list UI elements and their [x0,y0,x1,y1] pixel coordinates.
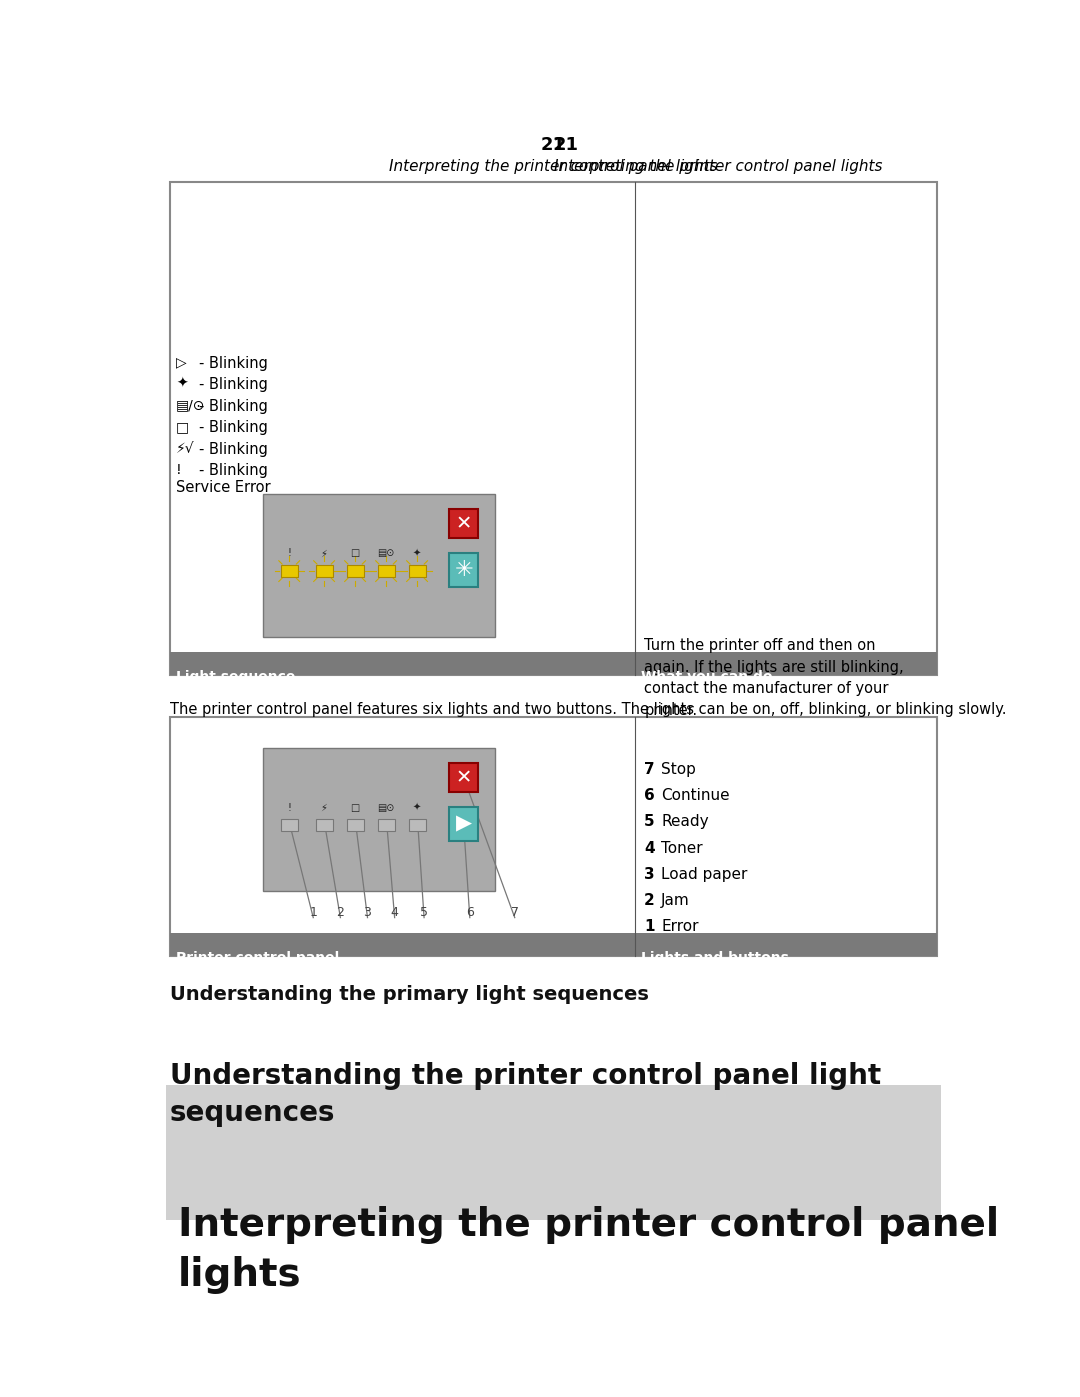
Text: 1: 1 [309,907,318,919]
Text: - Blinking: - Blinking [200,377,268,393]
Text: 7: 7 [511,907,518,919]
Text: Understanding the primary light sequences: Understanding the primary light sequence… [170,985,649,1004]
Text: !: ! [287,802,292,813]
Text: 1: 1 [644,919,654,935]
Text: Lights and buttons: Lights and buttons [642,951,789,965]
Text: Service Error: Service Error [176,481,271,496]
Text: Load paper: Load paper [661,866,747,882]
Text: 5: 5 [644,814,654,830]
Text: Printer control panel: Printer control panel [176,951,339,965]
Text: ▤/⊙: ▤/⊙ [176,398,205,412]
Text: 5: 5 [420,907,428,919]
Text: Interpreting the printer control panel
lights: Interpreting the printer control panel l… [177,1207,999,1295]
Text: - Blinking: - Blinking [200,441,268,457]
Text: Light sequence: Light sequence [176,669,296,683]
Text: Turn the printer off and then on
again. If the lights are still blinking,
contac: Turn the printer off and then on again. … [644,638,904,718]
Bar [449,553,478,587]
Text: ✳: ✳ [455,560,473,580]
Bar [408,564,426,577]
Bar [378,819,394,831]
Text: !: ! [176,464,181,478]
Text: ✕: ✕ [456,768,472,787]
Text: - Blinking: - Blinking [200,398,268,414]
Text: 21: 21 [541,136,566,154]
Bar [635,652,937,675]
Bar [281,819,298,831]
Text: 7: 7 [644,763,654,777]
Text: 3: 3 [364,907,372,919]
Bar [315,564,333,577]
Bar [170,652,635,675]
Text: ▤⊙: ▤⊙ [377,549,395,559]
Text: - Blinking: - Blinking [200,464,268,478]
Text: 3: 3 [644,866,654,882]
Text: 6: 6 [465,907,474,919]
Bar [347,819,364,831]
Bar [262,749,496,891]
Text: ✦: ✦ [176,377,188,391]
Text: ▶: ▶ [456,813,472,834]
Text: ✦: ✦ [413,549,421,559]
Text: □: □ [351,802,360,813]
Text: ▷: ▷ [176,355,187,370]
Text: Toner: Toner [661,841,703,855]
Text: ⚡√: ⚡√ [176,441,194,455]
Text: □: □ [176,420,189,434]
Bar [449,763,478,792]
Bar [449,806,478,841]
Text: 4: 4 [644,841,654,855]
Bar [166,1085,941,1220]
Text: Interpreting the printer control panel lights: Interpreting the printer control panel l… [389,159,718,175]
Text: Understanding the printer control panel light
sequences: Understanding the printer control panel … [170,1062,881,1127]
Text: !: ! [287,549,292,559]
Text: What you can do: What you can do [642,669,772,683]
Text: ▤⊙: ▤⊙ [377,802,395,813]
Text: 21: 21 [554,136,579,154]
Bar [262,495,496,637]
Text: 2: 2 [337,907,345,919]
Text: - Blinking: - Blinking [200,355,268,370]
Text: ⚡: ⚡ [321,549,327,559]
Text: Stop: Stop [661,763,697,777]
Text: Interpreting the printer control panel lights: Interpreting the printer control panel l… [554,159,882,175]
Bar [315,819,333,831]
Bar [170,718,937,956]
Text: Ready: Ready [661,814,708,830]
Text: □: □ [351,549,360,559]
Text: Continue: Continue [661,788,730,803]
Bar [635,933,937,956]
Text: 2: 2 [644,893,654,908]
Text: The printer control panel features six lights and two buttons. The lights can be: The printer control panel features six l… [170,703,1007,717]
Text: Jam: Jam [661,893,690,908]
Text: 6: 6 [644,788,654,803]
Text: ✦: ✦ [413,802,421,813]
Text: Error: Error [661,919,699,935]
Text: 4: 4 [391,907,399,919]
Bar [281,564,298,577]
Bar [170,182,937,675]
Bar [378,564,394,577]
Text: - Blinking: - Blinking [200,420,268,436]
Bar [347,564,364,577]
Bar [449,509,478,538]
Text: ✕: ✕ [456,514,472,532]
Bar [170,933,635,956]
Bar [408,819,426,831]
Text: ⚡: ⚡ [321,802,327,813]
